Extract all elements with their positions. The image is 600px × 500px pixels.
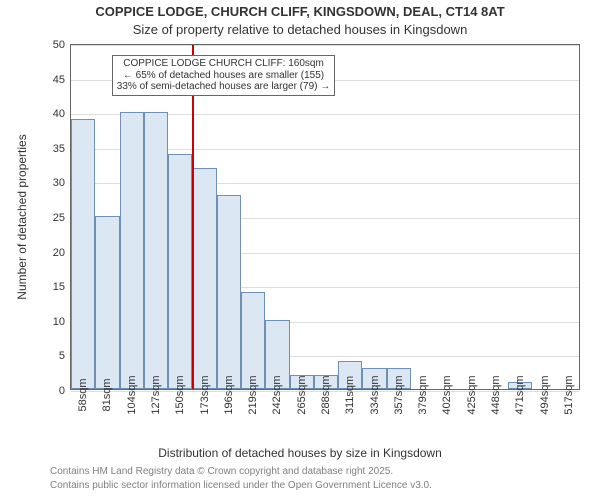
x-tick-label: 402sqm bbox=[441, 375, 453, 414]
x-tick-label: 242sqm bbox=[271, 375, 283, 414]
histogram-bar bbox=[95, 216, 119, 389]
x-tick-label: 196sqm bbox=[223, 375, 235, 414]
annotation-box: COPPICE LODGE CHURCH CLIFF: 160sqm← 65% … bbox=[112, 55, 335, 96]
y-tick-label: 0 bbox=[59, 385, 65, 397]
y-tick-label: 40 bbox=[53, 108, 65, 120]
y-tick-label: 10 bbox=[53, 316, 65, 328]
footer-line2: Contains public sector information licen… bbox=[50, 480, 432, 491]
x-tick-label: 334sqm bbox=[369, 375, 381, 414]
x-tick-label: 494sqm bbox=[539, 375, 551, 414]
histogram-chart: COPPICE LODGE, CHURCH CLIFF, KINGSDOWN, … bbox=[0, 0, 600, 500]
x-tick-label: 517sqm bbox=[563, 375, 575, 414]
histogram-bar bbox=[120, 112, 144, 389]
x-tick-label: 265sqm bbox=[296, 375, 308, 414]
x-tick-label: 448sqm bbox=[490, 375, 502, 414]
annotation-line: 33% of semi-detached houses are larger (… bbox=[117, 81, 330, 93]
x-tick-label: 311sqm bbox=[344, 376, 356, 414]
y-tick-label: 50 bbox=[53, 39, 65, 51]
x-tick-label: 425sqm bbox=[466, 375, 478, 414]
y-tick-label: 15 bbox=[53, 281, 65, 293]
histogram-bar bbox=[71, 119, 95, 389]
x-tick-label: 104sqm bbox=[126, 375, 138, 414]
y-tick-label: 35 bbox=[53, 143, 65, 155]
histogram-bar bbox=[192, 168, 216, 389]
x-tick-label: 150sqm bbox=[174, 375, 186, 414]
chart-title-line1: COPPICE LODGE, CHURCH CLIFF, KINGSDOWN, … bbox=[0, 4, 600, 19]
plot-area: COPPICE LODGE CHURCH CLIFF: 160sqm← 65% … bbox=[70, 44, 580, 390]
y-tick-label: 45 bbox=[53, 74, 65, 86]
footer-line1: Contains HM Land Registry data © Crown c… bbox=[50, 466, 393, 477]
x-tick-label: 357sqm bbox=[393, 375, 405, 414]
y-tick-label: 20 bbox=[53, 247, 65, 259]
reference-line bbox=[192, 45, 194, 389]
x-tick-label: 173sqm bbox=[199, 375, 211, 414]
histogram-bar bbox=[168, 154, 192, 389]
y-tick-label: 30 bbox=[53, 177, 65, 189]
y-tick-label: 5 bbox=[59, 350, 65, 362]
chart-title-line2: Size of property relative to detached ho… bbox=[0, 22, 600, 37]
x-tick-label: 219sqm bbox=[247, 375, 259, 414]
x-tick-label: 127sqm bbox=[150, 375, 162, 414]
annotation-line: ← 65% of detached houses are smaller (15… bbox=[117, 70, 330, 82]
x-tick-label: 379sqm bbox=[417, 375, 429, 414]
annotation-line: COPPICE LODGE CHURCH CLIFF: 160sqm bbox=[117, 58, 330, 70]
histogram-bar bbox=[144, 112, 168, 389]
gridline bbox=[71, 45, 579, 46]
histogram-bar bbox=[217, 195, 241, 389]
x-axis-label: Distribution of detached houses by size … bbox=[0, 446, 600, 460]
x-tick-label: 81sqm bbox=[101, 378, 113, 411]
x-tick-label: 58sqm bbox=[77, 378, 89, 411]
x-tick-label: 471sqm bbox=[514, 375, 526, 414]
y-tick-label: 25 bbox=[53, 212, 65, 224]
y-axis-label: Number of detached properties bbox=[15, 134, 29, 299]
x-tick-label: 288sqm bbox=[320, 375, 332, 414]
